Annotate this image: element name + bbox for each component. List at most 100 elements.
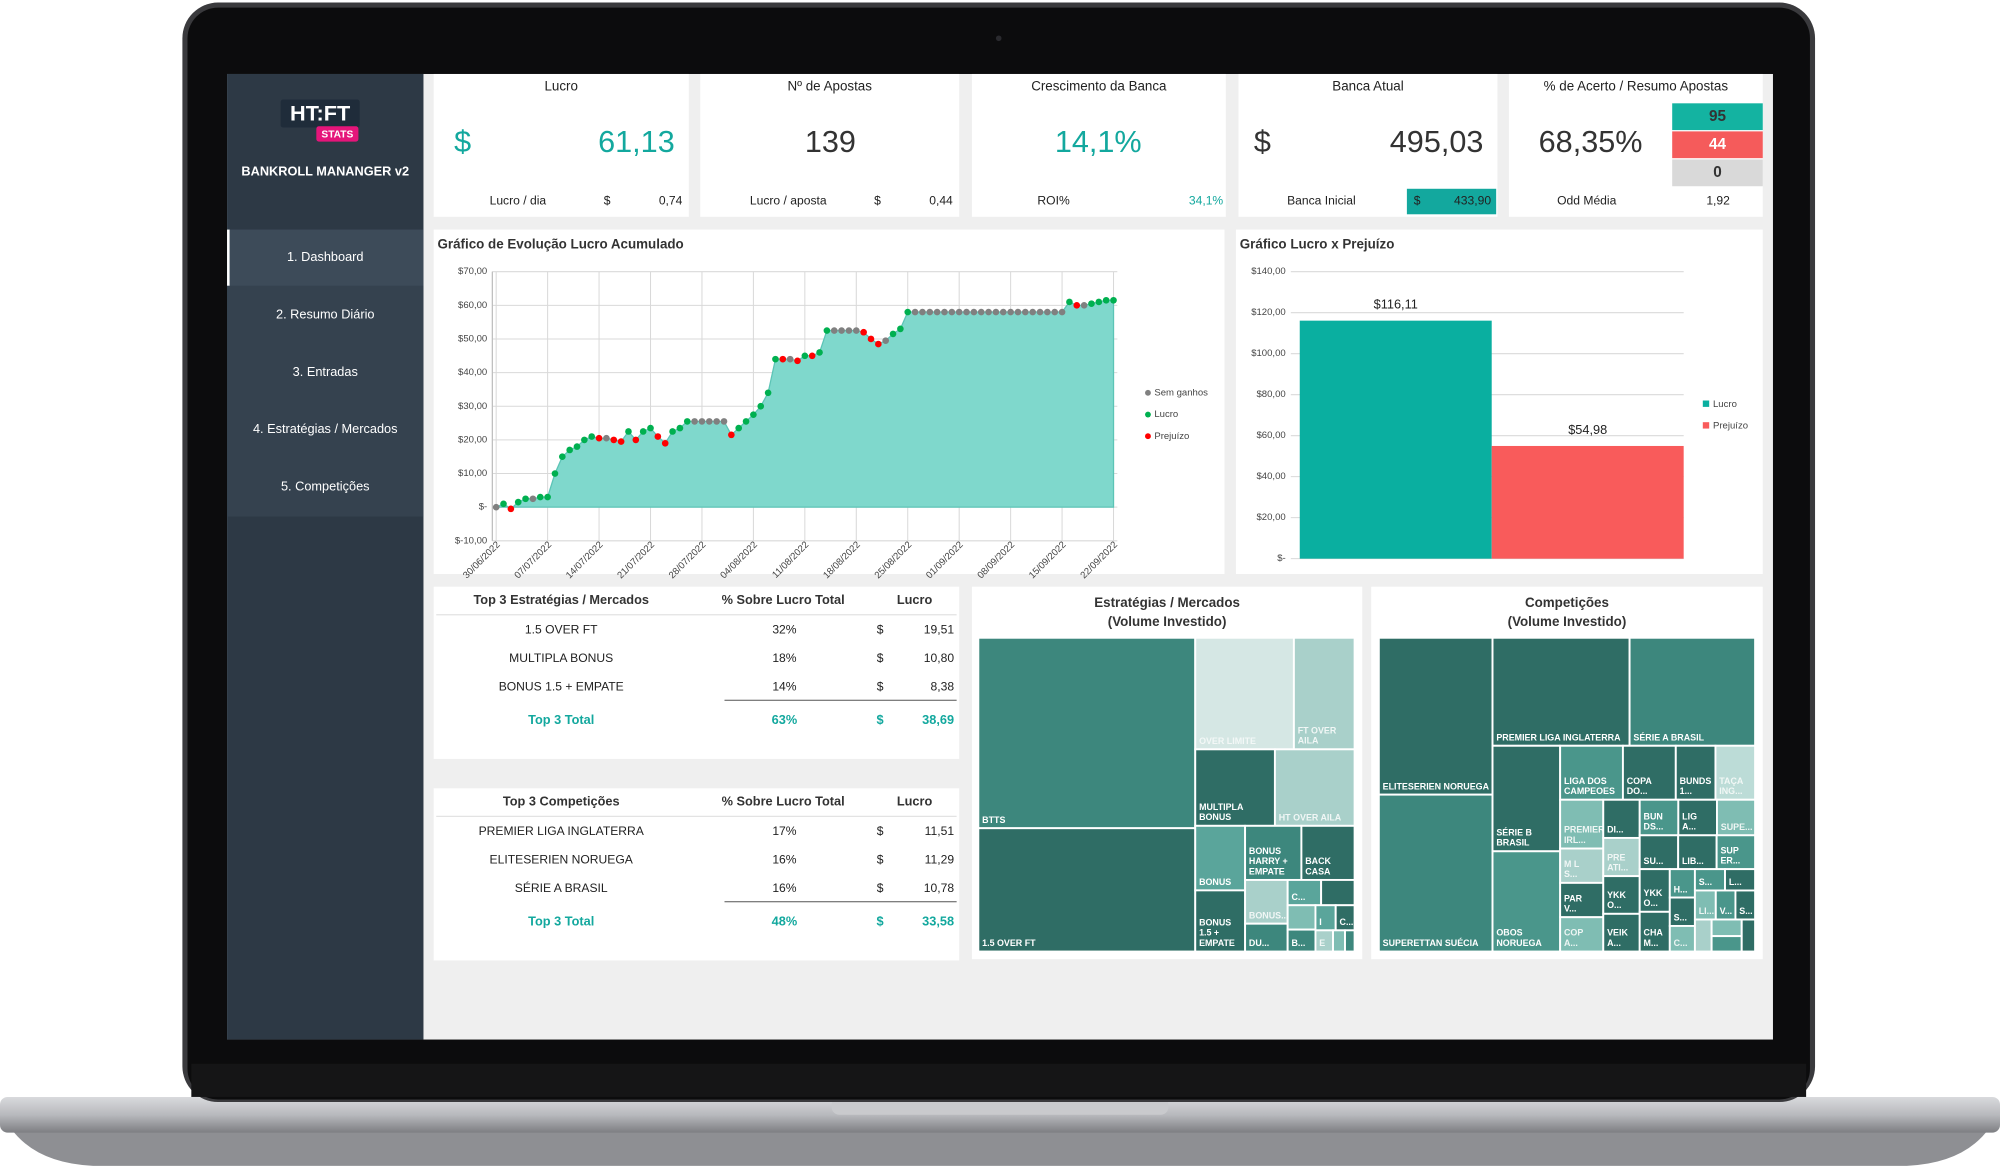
point <box>772 355 779 363</box>
logo: HT:FT <box>290 101 350 126</box>
point <box>500 500 507 508</box>
point <box>948 308 956 316</box>
point <box>1014 308 1022 316</box>
nav-item[interactable]: 2. Resumo Diário <box>276 306 375 321</box>
treemap-tile <box>1710 918 1743 938</box>
y-tick-label: $140,00 <box>1251 266 1286 277</box>
table-header: Lucro <box>897 592 933 607</box>
treemap-label: DU... <box>1249 938 1269 948</box>
legend-label: Prejuízo <box>1154 431 1189 442</box>
point <box>955 308 963 316</box>
bar <box>1491 445 1684 559</box>
y-tick-label: $20,00 <box>1257 512 1286 523</box>
nav-item[interactable]: 5. Competições <box>281 479 370 494</box>
table-total: $ <box>877 914 884 929</box>
point <box>588 433 596 440</box>
point <box>661 439 669 447</box>
table-cell: 32% <box>772 622 796 636</box>
kpi-title: Lucro <box>544 78 577 93</box>
treemap-label: LIG A... <box>1682 812 1699 832</box>
point <box>801 352 809 360</box>
treemap-tile <box>1491 850 1562 953</box>
treemap-label: YKK O... <box>1607 890 1628 910</box>
legend-swatch <box>1145 411 1151 418</box>
point <box>529 495 537 503</box>
treemap-label: BUN DS... <box>1644 812 1666 832</box>
kpi-value: 68,35% <box>1539 125 1643 159</box>
legend-swatch <box>1702 400 1710 407</box>
point <box>514 498 522 506</box>
treemap-label: S... <box>1739 906 1752 916</box>
nav-item[interactable]: 1. Dashboard <box>287 249 364 264</box>
treemap-tile <box>1332 929 1346 953</box>
treemap-tile <box>1621 744 1677 801</box>
legend-label: Lucro <box>1154 409 1178 420</box>
treemap-tile <box>1714 744 1757 801</box>
point <box>698 418 706 425</box>
point <box>911 308 919 316</box>
point <box>1051 308 1059 316</box>
treemap-label: YKK O... <box>1644 888 1665 908</box>
point <box>625 428 632 435</box>
point <box>573 443 581 450</box>
y-tick-label: $60,00 <box>1257 430 1286 441</box>
table-total: Top 3 Total <box>528 712 594 727</box>
table-cell: 19,51 <box>924 622 955 636</box>
table-card <box>433 788 960 961</box>
point <box>992 308 1000 316</box>
treemap-label: COPA DO... <box>1627 776 1654 796</box>
table-cell: $ <box>877 824 884 838</box>
treemap-label: BONUS... <box>1249 910 1289 920</box>
point <box>897 325 904 333</box>
treemap-tile <box>1292 636 1356 751</box>
treemap-tile <box>1344 929 1356 953</box>
treemap-label: B... <box>1291 938 1305 948</box>
chart-title: Competições <box>1525 595 1609 610</box>
point <box>867 335 875 343</box>
treemap-tile <box>1194 824 1247 892</box>
treemap-tile <box>1716 798 1757 837</box>
summary-value: 95 <box>1709 108 1727 125</box>
treemap-tile <box>1491 744 1562 853</box>
y-tick-label: $-10,00 <box>455 535 487 546</box>
kpi-sub-currency: $ <box>1414 194 1421 208</box>
nav-item[interactable]: 3. Entradas <box>293 364 358 379</box>
summary-value: 0 <box>1713 164 1722 181</box>
camera <box>995 35 1002 42</box>
table-cell: 16% <box>772 881 796 895</box>
treemap-label: S... <box>1674 913 1687 923</box>
point <box>860 328 867 336</box>
table-cell: SÉRIE A BRASIL <box>515 880 608 895</box>
point <box>1073 302 1081 309</box>
point <box>683 418 691 425</box>
point <box>647 424 654 432</box>
kpi-sub-currency: $ <box>604 194 611 208</box>
logo-box <box>280 99 360 128</box>
point <box>1036 308 1044 316</box>
point <box>728 431 735 439</box>
treemap-tile <box>1638 798 1680 837</box>
bar <box>1299 320 1492 559</box>
treemap-label: H... <box>1674 884 1688 894</box>
nav-item[interactable]: 4. Estratégias / Mercados <box>253 421 398 436</box>
treemap-label: S... <box>1699 877 1712 887</box>
point <box>750 411 757 418</box>
point <box>1095 298 1103 306</box>
treemap-tile <box>977 827 1197 953</box>
treemap-label: OVER LIMITE <box>1199 736 1256 746</box>
point <box>603 434 610 442</box>
kpi-currency: $ <box>1254 125 1271 159</box>
table-header: % Sobre Lucro Total <box>722 592 845 607</box>
app-title: BANKROLL MANANGER v2 <box>241 164 409 179</box>
legend-label: Prejuízo <box>1713 421 1748 432</box>
point <box>705 418 713 425</box>
point <box>926 308 934 316</box>
table-cell: $ <box>877 881 884 895</box>
treemap-label: PREMIER LIGA INGLATERRA <box>1496 732 1621 742</box>
point <box>757 402 765 410</box>
legend-swatch <box>1702 422 1710 429</box>
y-tick-label: $- <box>479 502 488 513</box>
treemap-label: BTTS <box>982 815 1005 825</box>
y-tick-label: $40,00 <box>458 367 487 378</box>
point <box>764 389 772 397</box>
